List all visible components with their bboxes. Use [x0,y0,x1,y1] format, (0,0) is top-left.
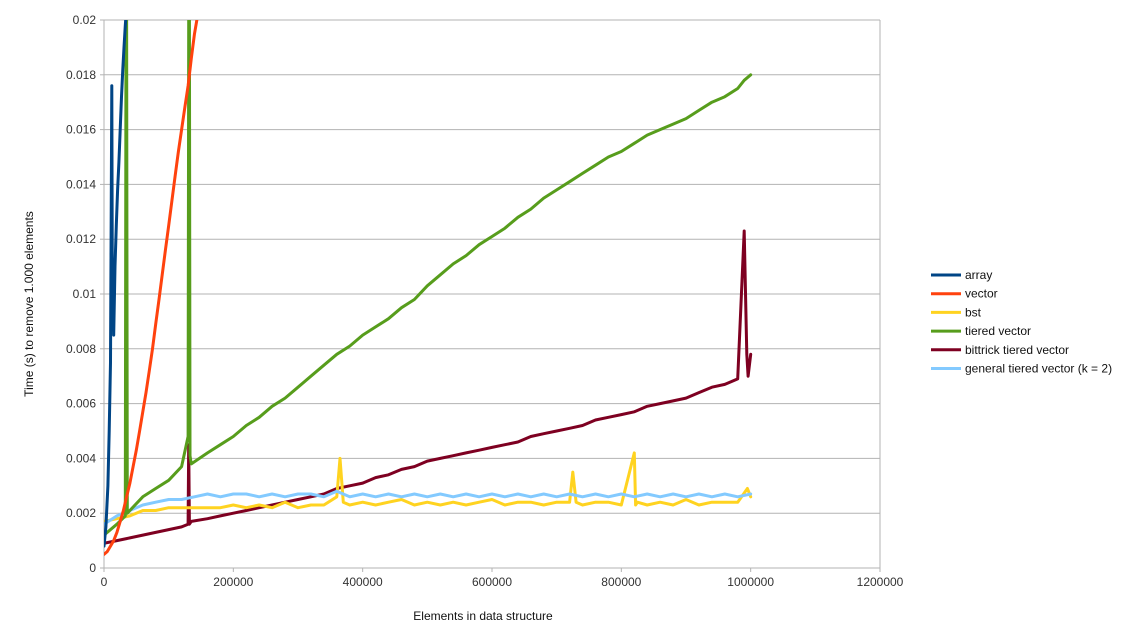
legend-label: tiered vector [965,324,1031,338]
series-line-bst [104,451,753,523]
y-tick-label: 0.008 [66,342,96,356]
legend-label: vector [965,287,998,301]
x-tick-label: 0 [101,575,108,589]
series-line-general-tiered-vector-k-2 [104,489,753,526]
x-axis-title: Elements in data structure [413,609,553,623]
y-tick-label: 0.01 [73,287,97,301]
y-tick-label: 0.006 [66,397,96,411]
x-axis-ticks: 0 200000 400000 600000 800000 1000000 1200000 [101,568,904,589]
x-tick-label: 1000000 [727,575,774,589]
x-tick-label: 200000 [213,575,253,589]
y-tick-label: 0.012 [66,232,96,246]
y-tick-label: 0 [89,561,96,575]
y-tick-label: 0.002 [66,506,96,520]
y-tick-label: 0.02 [73,13,97,27]
y-tick-label: 0.004 [66,451,96,465]
series-line-array [104,20,128,548]
y-axis-ticks: 0 0.002 0.004 0.006 0.008 0.01 0.012 0.014 0.016… [66,13,104,575]
series-line-vector [104,20,199,556]
x-tick-label: 800000 [601,575,641,589]
x-tick-label: 1200000 [857,575,904,589]
legend: array vector bst tiered vector bittrick tier… [931,268,1112,376]
legend-label: general tiered vector (k = 2) [965,362,1112,376]
series-line-tiered-vector [104,20,753,537]
gridlines [104,19,880,514]
y-tick-label: 0.016 [66,123,96,137]
x-tick-label: 600000 [472,575,512,589]
y-tick-label: 0.018 [66,68,96,82]
series-layer [104,20,753,556]
y-axis-title: Time (s) to remove 1.000 elements [22,211,36,397]
legend-label: bittrick tiered vector [965,343,1069,357]
legend-label: array [965,268,992,282]
x-tick-label: 400000 [343,575,383,589]
series-line-bittrick-tiered-vector [104,229,753,545]
legend-label: bst [965,305,982,319]
y-tick-label: 0.014 [66,177,96,191]
